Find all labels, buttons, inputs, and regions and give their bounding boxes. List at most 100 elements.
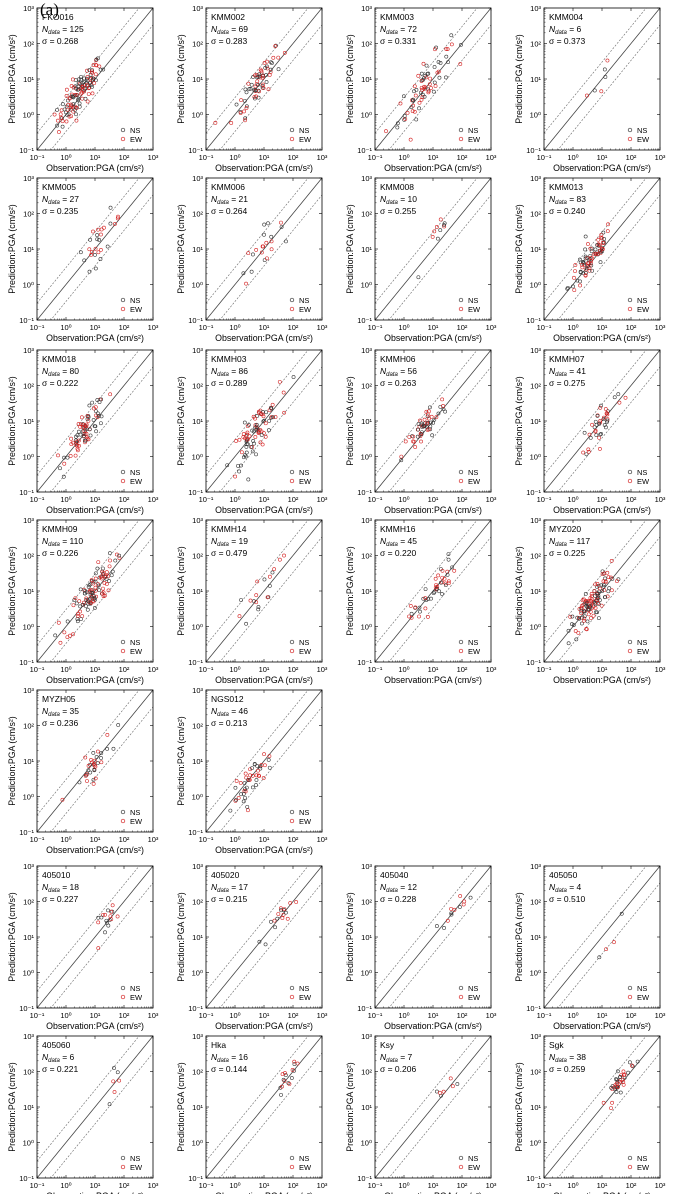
point-ns — [588, 436, 593, 440]
point-ew — [80, 88, 85, 92]
lower-factor-line — [219, 536, 322, 662]
reference-lines — [544, 520, 660, 662]
y-tick-label: 10¹ — [530, 417, 541, 426]
point-ns — [78, 250, 83, 255]
y-tick-label: 10⁰ — [192, 1139, 203, 1148]
point-ew — [600, 236, 604, 241]
n-data-annotation: Ndata = 21 — [211, 194, 248, 206]
point-ew — [613, 1083, 618, 1088]
y-tick-label: 10¹ — [23, 587, 34, 596]
station-name: 405060 — [42, 1040, 71, 1050]
point-ns — [592, 425, 597, 430]
legend-label-ns: NS — [130, 296, 140, 305]
point-ew — [589, 597, 594, 602]
y-tick-label: 10¹ — [361, 417, 372, 426]
y-tick-label: 10² — [23, 1068, 34, 1077]
point-ew — [590, 422, 594, 427]
scatter-panel-NGS012: 10⁻¹10⁻¹ 10⁰ 10⁰ 10¹ 10¹ 10² 10² 10³ 10³ Observat… — [176, 686, 328, 855]
legend-label-ns: NS — [299, 638, 309, 647]
point-ns — [92, 768, 97, 773]
x-axis-label: Observation:PGA (cm/s²) — [384, 1021, 482, 1031]
one-to-one-line — [37, 520, 153, 662]
point-ew — [96, 227, 100, 232]
legend-marker-ns — [627, 127, 633, 133]
x-tick-label: 10⁻¹ — [537, 1011, 552, 1020]
point-ns — [88, 770, 93, 775]
y-tick-label: 10⁰ — [23, 111, 34, 120]
point-ew — [597, 435, 602, 440]
data-points — [53, 551, 122, 645]
y-tick-label: 10⁻¹ — [19, 1174, 34, 1183]
one-to-one-line — [375, 178, 491, 320]
x-tick-label: 10¹ — [259, 153, 270, 162]
point-ns — [110, 909, 115, 914]
point-ns — [65, 619, 70, 624]
data-points — [399, 397, 447, 463]
point-ns — [107, 579, 111, 583]
point-ew — [83, 440, 87, 445]
point-ew — [93, 576, 98, 581]
point-ew — [592, 252, 596, 257]
legend-marker-ns — [458, 469, 464, 475]
point-ew — [234, 439, 238, 443]
point-ns — [108, 205, 113, 210]
legend-marker-ew — [458, 994, 464, 1000]
y-tick-label: 10⁰ — [192, 969, 203, 978]
y-tick-label: 10¹ — [361, 245, 372, 254]
point-ns — [578, 257, 582, 262]
x-tick-label: 10³ — [486, 153, 497, 162]
point-ns — [108, 551, 112, 556]
x-tick-label: 10³ — [148, 495, 159, 504]
x-tick-label: 10² — [119, 495, 130, 504]
data-points — [107, 1066, 122, 1107]
point-ns — [55, 107, 60, 112]
station-name: MYZ020 — [549, 524, 581, 534]
point-ew — [246, 251, 251, 256]
point-ns — [93, 571, 98, 576]
point-ew — [282, 410, 287, 415]
x-tick-label: 10² — [119, 835, 130, 844]
y-tick-label: 10⁻¹ — [19, 1004, 34, 1013]
point-ew — [83, 424, 87, 429]
point-ns — [446, 60, 450, 65]
legend-marker-ns — [627, 297, 633, 303]
y-tick-label: 10¹ — [530, 245, 541, 254]
point-ew — [69, 105, 73, 110]
point-ns — [616, 1069, 620, 1074]
legend-marker-ns — [120, 985, 126, 991]
point-ew — [433, 585, 438, 590]
n-data-annotation: Ndata = 38 — [549, 1052, 586, 1064]
point-ew — [587, 266, 592, 271]
point-ns — [252, 429, 256, 434]
x-tick-label: 10² — [288, 153, 299, 162]
point-ew — [384, 129, 388, 134]
point-ew — [65, 635, 70, 639]
y-tick-label: 10² — [192, 210, 203, 219]
point-ns — [430, 433, 435, 438]
reference-lines — [206, 178, 322, 320]
station-name: KMMH06 — [380, 354, 416, 364]
y-tick-label: 10² — [361, 552, 372, 561]
legend-marker-ew — [120, 648, 126, 654]
y-tick-label: 10¹ — [23, 75, 34, 84]
x-axis-label: Observation:PGA (cm/s²) — [384, 333, 482, 343]
upper-factor-line — [544, 866, 647, 992]
y-tick-label: 10¹ — [192, 933, 203, 942]
point-ew — [609, 588, 614, 593]
point-ew — [264, 240, 269, 245]
x-axis-label: Observation:PGA (cm/s²) — [553, 1191, 651, 1194]
upper-factor-line — [206, 178, 309, 304]
data-points — [565, 222, 610, 292]
y-axis-label: Prediction:PGA (cm/s²) — [345, 34, 355, 124]
y-tick-label: 10³ — [361, 174, 372, 183]
point-ns — [269, 406, 274, 411]
point-ew — [71, 603, 76, 608]
figure-label: (a) — [40, 0, 59, 19]
point-ns — [107, 1102, 112, 1107]
point-ns — [435, 1089, 439, 1094]
n-data-annotation: Ndata = 125 — [42, 24, 84, 36]
x-tick-label: 10⁰ — [229, 323, 240, 332]
point-ew — [101, 571, 106, 576]
station-name: KMMH07 — [549, 354, 585, 364]
point-ew — [277, 557, 282, 562]
